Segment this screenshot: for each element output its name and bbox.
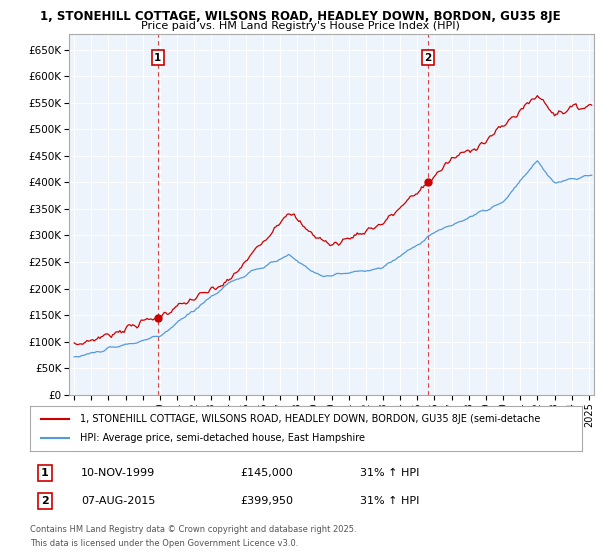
Text: This data is licensed under the Open Government Licence v3.0.: This data is licensed under the Open Gov… [30,539,298,548]
Text: Price paid vs. HM Land Registry's House Price Index (HPI): Price paid vs. HM Land Registry's House … [140,21,460,31]
Text: 2: 2 [424,53,431,63]
Text: 1: 1 [154,53,161,63]
Text: 07-AUG-2015: 07-AUG-2015 [81,496,155,506]
Text: £145,000: £145,000 [240,468,293,478]
Text: 31% ↑ HPI: 31% ↑ HPI [360,468,419,478]
Text: 2: 2 [41,496,49,506]
Text: 31% ↑ HPI: 31% ↑ HPI [360,496,419,506]
Text: 1: 1 [41,468,49,478]
Text: HPI: Average price, semi-detached house, East Hampshire: HPI: Average price, semi-detached house,… [80,433,365,444]
Text: Contains HM Land Registry data © Crown copyright and database right 2025.: Contains HM Land Registry data © Crown c… [30,525,356,534]
Text: 1, STONEHILL COTTAGE, WILSONS ROAD, HEADLEY DOWN, BORDON, GU35 8JE (semi-detache: 1, STONEHILL COTTAGE, WILSONS ROAD, HEAD… [80,413,540,423]
Text: 10-NOV-1999: 10-NOV-1999 [81,468,155,478]
Text: 1, STONEHILL COTTAGE, WILSONS ROAD, HEADLEY DOWN, BORDON, GU35 8JE: 1, STONEHILL COTTAGE, WILSONS ROAD, HEAD… [40,10,560,23]
Text: £399,950: £399,950 [240,496,293,506]
